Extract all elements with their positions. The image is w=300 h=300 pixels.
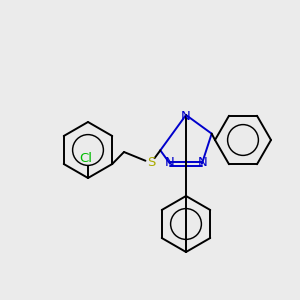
Text: N: N (198, 156, 208, 169)
Text: N: N (164, 156, 174, 169)
Text: S: S (147, 157, 155, 169)
Text: Cl: Cl (80, 152, 92, 164)
Text: N: N (181, 110, 191, 122)
